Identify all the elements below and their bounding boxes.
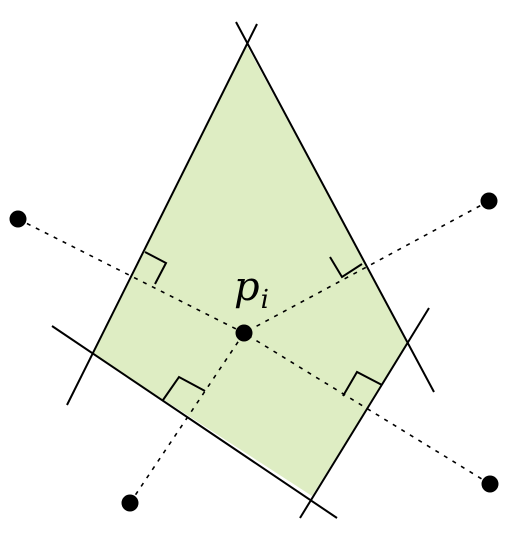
right-angle-marker-lower-right: [342, 370, 383, 397]
center-label-base: p: [234, 264, 260, 310]
connection-upper-right-site: [243, 200, 490, 334]
right-angle-marker-lower-left: [162, 375, 206, 401]
site-point-left: [9, 210, 27, 228]
boundary-edge-lower-left: [51, 325, 338, 519]
right-angle-marker-left: [144, 251, 168, 285]
boundary-edge-lower-right: [299, 307, 430, 519]
site-point-center: [235, 324, 253, 342]
center-label-subscript: i: [261, 285, 269, 315]
right-angle-markers: [144, 251, 383, 401]
boundary-edge-upper-right: [235, 21, 435, 393]
sites: [9, 192, 499, 512]
connection-left-site: [17, 218, 245, 334]
connection-lower-right-site: [243, 332, 491, 485]
cell-boundaries: [51, 21, 435, 519]
site-point-lower-left: [121, 494, 139, 512]
site-point-upper-right: [480, 192, 498, 210]
site-connections: [17, 200, 491, 504]
center-point-label: pi: [234, 264, 269, 315]
site-point-lower-right: [481, 475, 499, 493]
right-angle-marker-upper-right: [329, 256, 363, 279]
voronoi-cell: [93, 44, 408, 496]
boundary-edge-upper-left: [66, 23, 258, 406]
connection-lower-left-site: [129, 332, 245, 504]
